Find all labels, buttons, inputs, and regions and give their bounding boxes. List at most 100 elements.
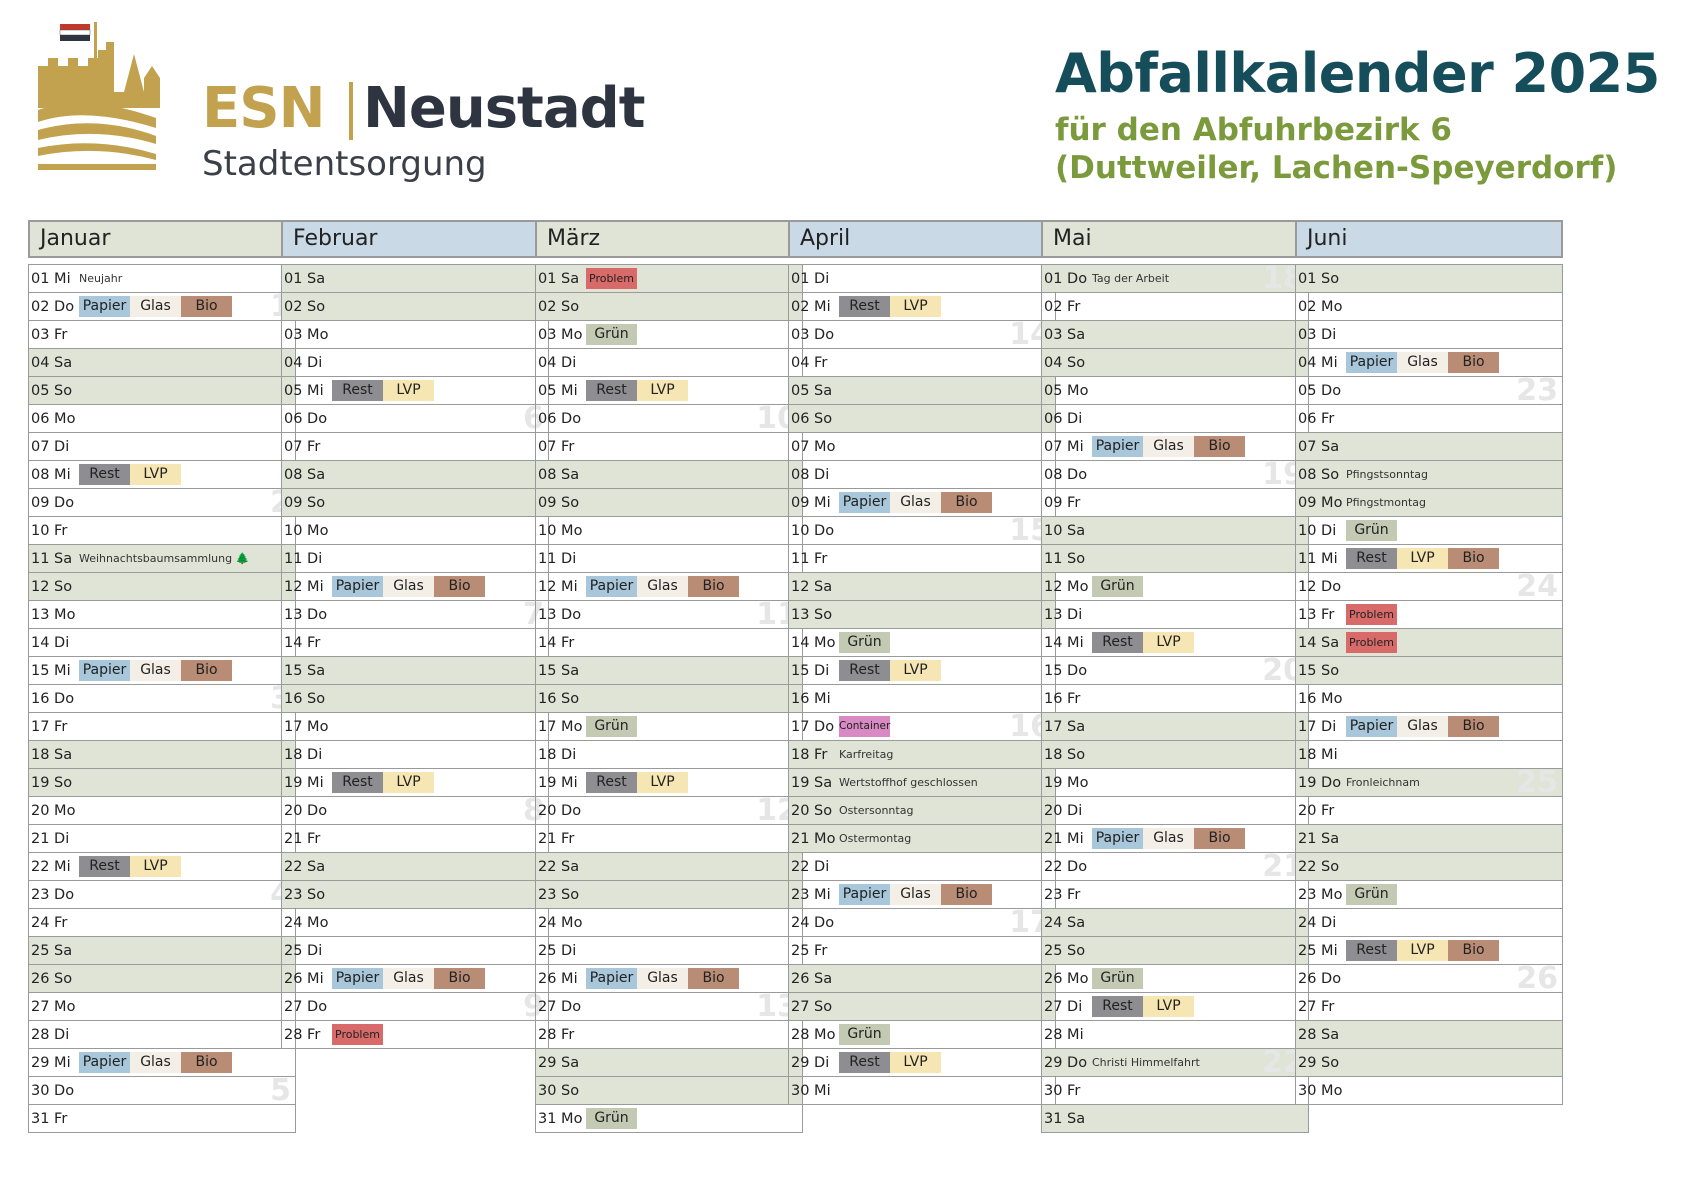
day-row: 14 Di (29, 629, 295, 657)
tag-bio: Bio (1448, 352, 1499, 373)
collection-tags: Rest LVP Bio (1346, 940, 1499, 961)
day-row: 22 Sa (282, 853, 548, 881)
tag-problem: Problem (586, 268, 637, 289)
day-row: 07 Di (29, 433, 295, 461)
day-label: 10 Mo (538, 523, 583, 539)
day-row: 10 Di Grün (1296, 517, 1562, 545)
day-label: 21 Fr (284, 831, 321, 847)
tag-lvp: LVP (890, 1052, 941, 1073)
collection-tags: Grün (1346, 884, 1397, 905)
day-row: 03 Mo (282, 321, 548, 349)
day-row: 20 Mo (29, 797, 295, 825)
day-row: 31 Sa (1042, 1105, 1308, 1133)
day-row: 06 So (789, 405, 1055, 433)
day-label: 05 Do (1298, 383, 1342, 399)
day-row: 21 Mi Papier Glas Bio (1042, 825, 1308, 853)
tag-bio: Bio (434, 968, 485, 989)
day-row: 10 Do 15 (789, 517, 1055, 545)
tag-papier: Papier (839, 492, 890, 513)
day-label: 18 Sa (31, 747, 73, 763)
day-row: 31 Mo Grün (536, 1105, 802, 1133)
day-label: 29 So (1298, 1055, 1340, 1071)
day-row: 01 Sa (282, 265, 548, 293)
tag-problem: Problem (332, 1024, 383, 1045)
day-label: 01 Do (1044, 271, 1088, 287)
collection-tags: Container (839, 716, 890, 737)
day-label: 11 Fr (791, 551, 828, 567)
brand-divider (349, 82, 353, 140)
day-label: 22 Mi (31, 859, 71, 875)
month-column-2: Februar 01 Sa 02 So 03 Mo 04 Di 05 Mi Rest LVP 0… (281, 220, 549, 1049)
day-row: 20 Di (1042, 797, 1308, 825)
day-row: 16 Do 3 (29, 685, 295, 713)
day-row: 26 Sa (789, 965, 1055, 993)
tag-gruen: Grün (1346, 884, 1397, 905)
week-number: 24 (1516, 573, 1558, 601)
day-label: 08 Sa (538, 467, 580, 483)
tag-bio: Bio (688, 576, 739, 597)
day-label: 02 So (538, 299, 580, 315)
tag-gruen: Grün (1092, 968, 1143, 989)
day-row: 10 Sa (1042, 517, 1308, 545)
day-label: 09 So (538, 495, 580, 511)
day-row: 15 Sa (282, 657, 548, 685)
tag-bio: Bio (434, 576, 485, 597)
day-label: 06 Do (538, 411, 582, 427)
day-label: 01 Mi (31, 271, 71, 287)
day-label: 09 So (284, 495, 326, 511)
day-row: 08 Di (789, 461, 1055, 489)
day-label: 09 Mo (1298, 495, 1343, 511)
tag-lvp: LVP (383, 380, 434, 401)
tag-papier: Papier (79, 1052, 130, 1073)
collection-tags: Rest LVP Bio (1346, 548, 1499, 569)
tag-gruen: Grün (586, 1108, 637, 1129)
day-row: 03 Di (1296, 321, 1562, 349)
day-label: 27 Mo (31, 999, 76, 1015)
month-header: März (535, 220, 803, 258)
day-row: 08 Do 19 (1042, 461, 1308, 489)
day-row: 06 Di (1042, 405, 1308, 433)
tag-glas: Glas (130, 1052, 181, 1073)
collection-tags: Papier Glas Bio (1092, 828, 1245, 849)
day-label: 29 Di (791, 1055, 830, 1071)
day-label: 06 Mo (31, 411, 76, 427)
tag-lvp: LVP (1143, 632, 1194, 653)
day-row: 26 Mi Papier Glas Bio (536, 965, 802, 993)
day-row: 12 Mo Grün (1042, 573, 1308, 601)
tag-glas: Glas (637, 576, 688, 597)
day-row: 05 Mi Rest LVP (536, 377, 802, 405)
tag-bio: Bio (181, 660, 232, 681)
day-note: Wertstoffhof geschlossen (839, 776, 978, 789)
day-row: 02 Fr (1042, 293, 1308, 321)
day-label: 27 Fr (1298, 999, 1335, 1015)
day-row: 05 Sa (789, 377, 1055, 405)
day-label: 25 Fr (791, 943, 828, 959)
day-label: 20 Mo (31, 803, 76, 819)
day-label: 01 Sa (538, 271, 580, 287)
day-row: 27 Mo (29, 993, 295, 1021)
day-row: 23 So (536, 881, 802, 909)
day-label: 01 So (1298, 271, 1340, 287)
day-row: 06 Fr (1296, 405, 1562, 433)
day-label: 15 Do (1044, 663, 1088, 679)
day-list: 01 Sa 02 So 03 Mo 04 Di 05 Mi Rest LVP 06 Do 6 07… (281, 264, 549, 1049)
day-row: 12 Do 24 (1296, 573, 1562, 601)
day-label: 08 So (1298, 467, 1340, 483)
day-label: 04 So (1044, 355, 1086, 371)
day-label: 26 Do (1298, 971, 1342, 987)
tag-rest: Rest (586, 772, 637, 793)
day-note: Ostersonntag (839, 804, 914, 817)
day-label: 20 Di (1044, 803, 1083, 819)
day-note: Ostermontag (839, 832, 912, 845)
day-label: 18 Di (538, 747, 577, 763)
day-row: 19 So (29, 769, 295, 797)
day-label: 23 Do (31, 887, 75, 903)
day-row: 21 Fr (282, 825, 548, 853)
day-label: 21 Mi (1044, 831, 1084, 847)
month-header: April (788, 220, 1056, 258)
tag-lvp: LVP (130, 856, 181, 877)
day-row: 05 Mo (1042, 377, 1308, 405)
tag-papier: Papier (1092, 828, 1143, 849)
collection-tags: Problem (586, 268, 637, 289)
day-row: 01 Mi Neujahr (29, 265, 295, 293)
